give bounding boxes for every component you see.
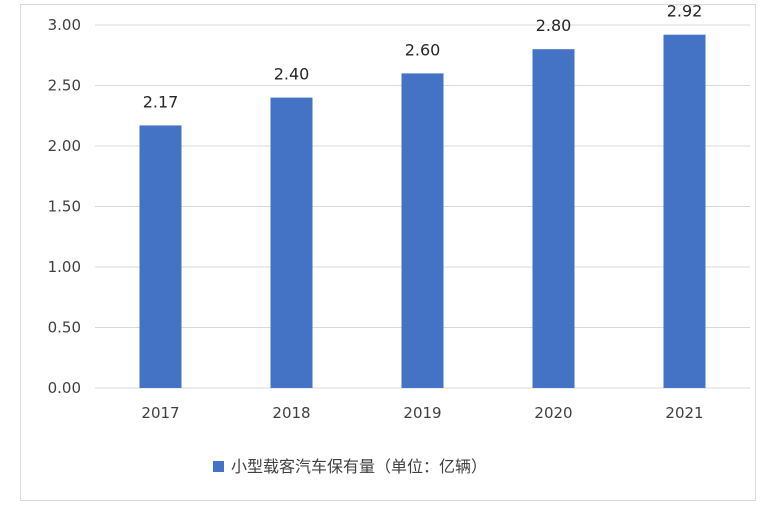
bar-2018 xyxy=(270,97,313,388)
y-tick-label-0: 0.00 xyxy=(48,379,81,397)
data-label-2019: 2.60 xyxy=(405,40,441,59)
x-tick-label-2018: 2018 xyxy=(272,404,310,422)
data-labels: 2.17 2.40 2.60 2.80 2.92 xyxy=(143,2,703,112)
x-tick-label-2019: 2019 xyxy=(403,404,441,422)
bar-2019 xyxy=(401,73,444,389)
legend: 小型载客汽车保有量（单位：亿辆） xyxy=(213,457,487,476)
y-tick-label-4: 2.00 xyxy=(48,137,81,155)
y-tick-label-1: 0.50 xyxy=(48,319,81,337)
y-axis-ticks: 0.00 0.50 1.00 1.50 2.00 2.50 3.00 xyxy=(48,16,81,397)
y-tick-label-6: 3.00 xyxy=(48,16,81,34)
y-tick-label-3: 1.50 xyxy=(48,198,81,216)
bars xyxy=(139,34,706,389)
data-label-2021: 2.92 xyxy=(667,2,703,21)
bar-2020 xyxy=(532,49,575,388)
x-tick-label-2021: 2021 xyxy=(665,404,703,422)
x-tick-label-2017: 2017 xyxy=(141,404,179,422)
bar-2021 xyxy=(663,34,706,389)
legend-label: 小型载客汽车保有量（单位：亿辆） xyxy=(231,457,487,476)
y-tick-label-2: 1.00 xyxy=(48,258,81,276)
x-tick-label-2020: 2020 xyxy=(534,404,572,422)
data-label-2020: 2.80 xyxy=(536,16,572,35)
data-label-2017: 2.17 xyxy=(143,92,179,111)
bar-2017 xyxy=(139,125,182,389)
data-label-2018: 2.40 xyxy=(274,65,310,84)
x-axis-ticks: 2017 2018 2019 2020 2021 xyxy=(141,404,703,422)
y-tick-label-5: 2.50 xyxy=(48,77,81,95)
legend-swatch xyxy=(213,461,224,472)
